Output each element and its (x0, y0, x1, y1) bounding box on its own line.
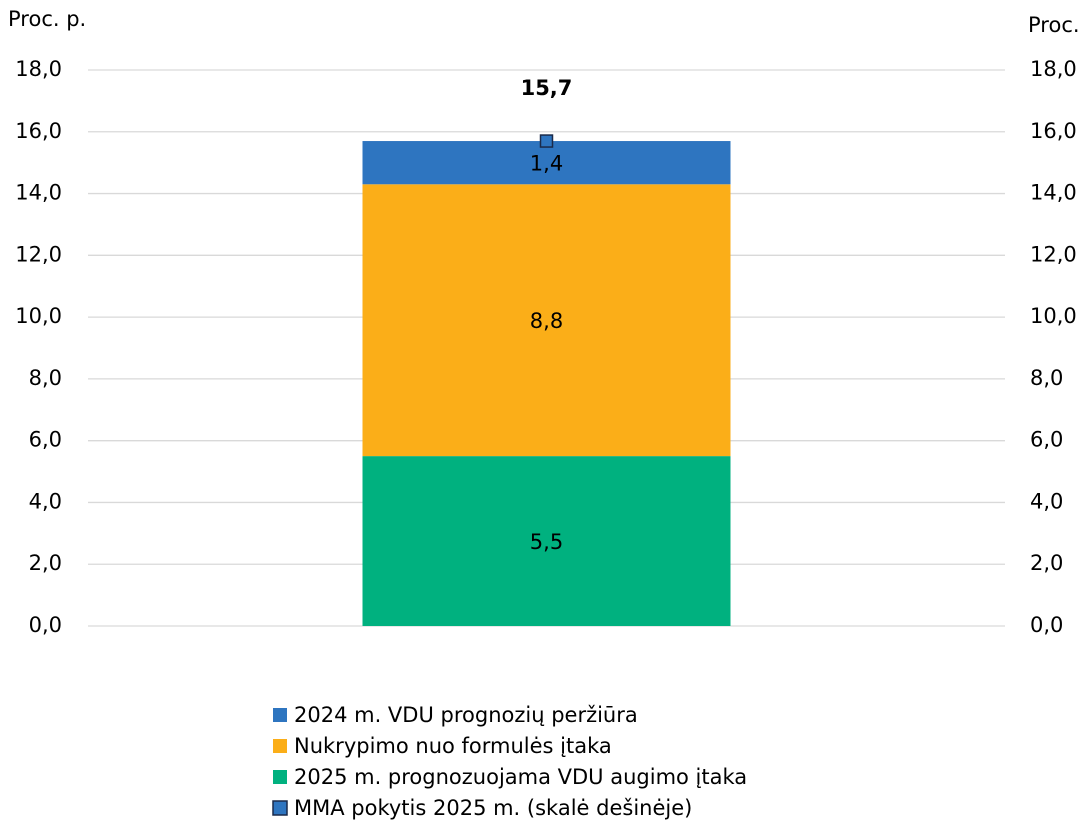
marker (539, 134, 554, 148)
y2-tick-label: 0,0 (1030, 613, 1063, 637)
y-tick-label: 0,0 (29, 613, 62, 637)
legend-label: MMA pokytis 2025 m. (skalė dešinėje) (294, 796, 692, 820)
y2-tick-label: 12,0 (1030, 242, 1077, 266)
y-tick-label: 10,0 (15, 304, 62, 328)
y-tick-label: 6,0 (29, 428, 62, 452)
legend-swatch (273, 708, 287, 722)
y-axis-label: Proc. p. (8, 7, 86, 31)
y-tick-label: 12,0 (15, 242, 62, 266)
y2-tick-label: 16,0 (1030, 119, 1077, 143)
legend-label: Nukrypimo nuo formulės įtaka (294, 734, 612, 758)
y-tick-label: 4,0 (29, 489, 62, 513)
bar-segment (362, 184, 731, 457)
y2-tick-label: 10,0 (1030, 304, 1077, 328)
bar-segment (362, 141, 731, 185)
y2-axis-label: Proc. (1028, 13, 1080, 37)
y-tick-label: 14,0 (15, 181, 62, 205)
y2-tick-label: 2,0 (1030, 551, 1063, 575)
y-tick-label: 8,0 (29, 366, 62, 390)
y2-tick-label: 14,0 (1030, 181, 1077, 205)
data-label: 5,5 (530, 530, 563, 554)
legend-swatch (272, 800, 288, 816)
data-label: 8,8 (530, 309, 563, 333)
y-tick-label: 18,0 (15, 57, 62, 81)
y-tick-label: 2,0 (29, 551, 62, 575)
legend-label: 2025 m. prognozuojama VDU augimo įtaka (294, 765, 747, 789)
data-label: 1,4 (530, 152, 563, 176)
legend-label: 2024 m. VDU prognozių peržiūra (294, 703, 638, 727)
legend-swatch (273, 770, 287, 784)
y2-tick-label: 4,0 (1030, 489, 1063, 513)
y-tick-label: 16,0 (15, 119, 62, 143)
legend-swatch (273, 739, 287, 753)
y2-tick-label: 6,0 (1030, 428, 1063, 452)
y2-tick-label: 18,0 (1030, 57, 1077, 81)
y2-tick-label: 8,0 (1030, 366, 1063, 390)
bar-segment (362, 456, 731, 626)
data-label: 15,7 (521, 76, 573, 100)
